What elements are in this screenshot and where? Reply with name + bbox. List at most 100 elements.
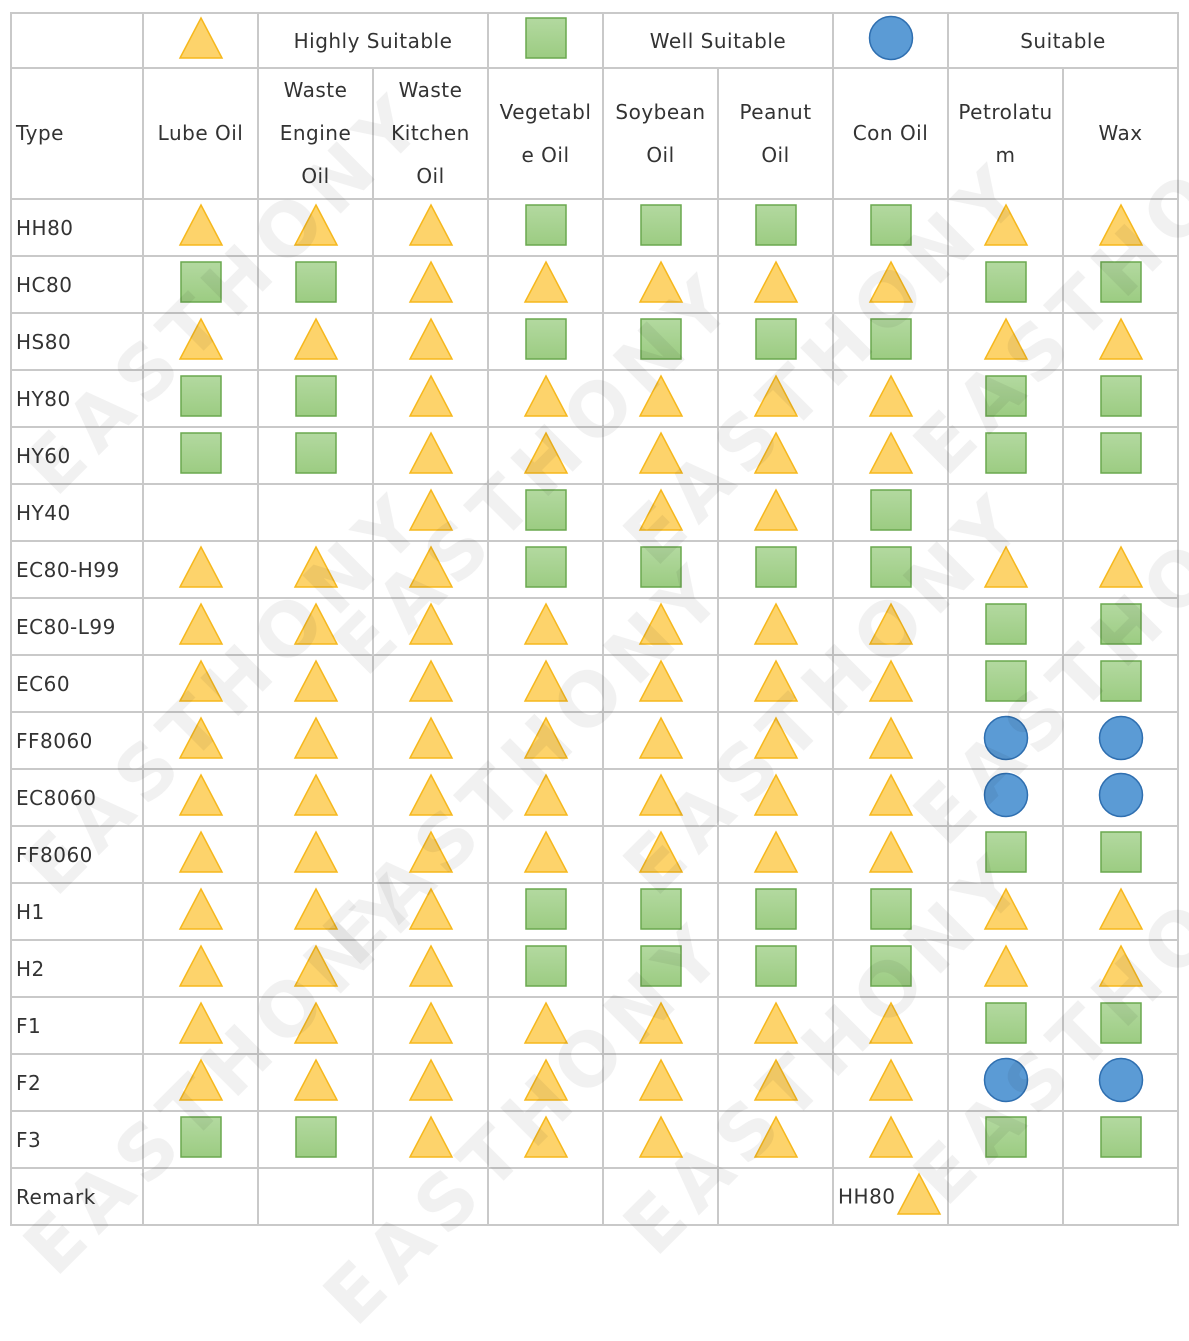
- rating-cell: [257, 882, 374, 941]
- square-icon: [1099, 261, 1142, 308]
- rating-cell: [487, 996, 604, 1055]
- rating-cell: [832, 882, 949, 941]
- triangle-icon: [293, 602, 339, 651]
- triangle-icon: [1098, 203, 1144, 252]
- triangle-icon: [638, 602, 684, 651]
- triangle-icon: [293, 659, 339, 708]
- triangle-icon: [178, 887, 224, 936]
- triangle-icon: [638, 830, 684, 879]
- triangle-icon: [753, 1115, 799, 1164]
- remark-label: Remark: [10, 1167, 144, 1226]
- square-icon: [179, 1116, 222, 1163]
- rating-cell: [602, 312, 719, 371]
- remark-cell: [1062, 1167, 1179, 1226]
- rating-cell: [1062, 255, 1179, 314]
- rating-cell: [487, 312, 604, 371]
- rating-cell: [487, 255, 604, 314]
- rating-cell: [257, 255, 374, 314]
- triangle-icon: [178, 773, 224, 822]
- square-icon: [984, 1116, 1027, 1163]
- rating-cell: [257, 996, 374, 1055]
- rating-cell: [142, 540, 259, 599]
- square-icon: [984, 261, 1027, 308]
- triangle-icon: [178, 16, 224, 65]
- rating-cell: [372, 939, 489, 998]
- triangle-icon: [408, 317, 454, 366]
- triangle-icon: [868, 659, 914, 708]
- table-row: F3: [10, 1110, 1179, 1169]
- rating-cell: [372, 255, 489, 314]
- rating-cell: [487, 825, 604, 884]
- rating-cell: [1062, 1053, 1179, 1112]
- rating-cell: [372, 996, 489, 1055]
- triangle-icon: [293, 944, 339, 993]
- rating-cell: [372, 597, 489, 656]
- remark-cell: [947, 1167, 1064, 1226]
- column-header-line: Oil: [761, 142, 790, 167]
- rating-cell: [372, 483, 489, 542]
- triangle-icon: [178, 830, 224, 879]
- type-header: Type: [10, 67, 144, 200]
- triangle-icon: [408, 1115, 454, 1164]
- triangle-icon: [638, 716, 684, 765]
- square-icon: [639, 888, 682, 935]
- triangle-icon: [868, 773, 914, 822]
- column-header: Waste Kitchen Oil: [372, 67, 489, 200]
- column-header: Vegetabl e Oil: [487, 67, 604, 200]
- table-row: HH80: [10, 198, 1179, 257]
- triangle-icon: [1098, 545, 1144, 594]
- triangle-icon: [178, 1058, 224, 1107]
- rating-cell: [602, 597, 719, 656]
- triangle-icon: [408, 488, 454, 537]
- table-row: HY80: [10, 369, 1179, 428]
- rating-cell: [1062, 939, 1179, 998]
- row-type-label: H2: [10, 939, 144, 998]
- square-icon: [179, 261, 222, 308]
- square-icon: [1099, 603, 1142, 650]
- rating-cell: [832, 939, 949, 998]
- triangle-icon: [523, 1115, 569, 1164]
- rating-cell: [947, 255, 1064, 314]
- triangle-icon: [753, 830, 799, 879]
- rating-cell: [832, 996, 949, 1055]
- square-icon: [984, 831, 1027, 878]
- rating-cell: [1062, 1110, 1179, 1169]
- square-icon: [294, 1116, 337, 1163]
- rating-cell: [717, 882, 834, 941]
- column-header-line: Oil: [416, 164, 445, 188]
- legend-empty-cell: [10, 12, 144, 69]
- rating-cell: [832, 654, 949, 713]
- square-icon: [869, 318, 912, 365]
- triangle-icon: [293, 1058, 339, 1107]
- rating-cell: [947, 711, 1064, 770]
- legend-highly-label: Highly Suitable: [257, 12, 489, 69]
- rating-cell: [142, 483, 259, 542]
- rating-cell: [257, 768, 374, 827]
- column-header-line: Con Oil: [852, 121, 929, 145]
- table-row: HC80: [10, 255, 1179, 314]
- square-icon: [639, 945, 682, 992]
- triangle-icon: [408, 659, 454, 708]
- triangle-icon: [408, 773, 454, 822]
- legend-suitable-label: Suitable: [947, 12, 1179, 69]
- column-header-line: Wax: [1098, 121, 1143, 145]
- rating-cell: [257, 939, 374, 998]
- triangle-icon: [408, 716, 454, 765]
- column-header-line: Kitchen: [391, 121, 470, 145]
- rating-cell: [832, 597, 949, 656]
- rating-cell: [142, 1110, 259, 1169]
- triangle-icon: [638, 374, 684, 423]
- rating-cell: [142, 768, 259, 827]
- triangle-icon: [753, 431, 799, 480]
- square-icon: [984, 375, 1027, 422]
- triangle-icon: [408, 1058, 454, 1107]
- rating-cell: [602, 1110, 719, 1169]
- square-icon: [1099, 660, 1142, 707]
- triangle-icon: [178, 317, 224, 366]
- rating-cell: [947, 825, 1064, 884]
- rating-cell: [1062, 768, 1179, 827]
- square-icon: [524, 888, 567, 935]
- triangle-icon: [1098, 317, 1144, 366]
- table-row: EC60: [10, 654, 1179, 713]
- triangle-icon: [178, 1001, 224, 1050]
